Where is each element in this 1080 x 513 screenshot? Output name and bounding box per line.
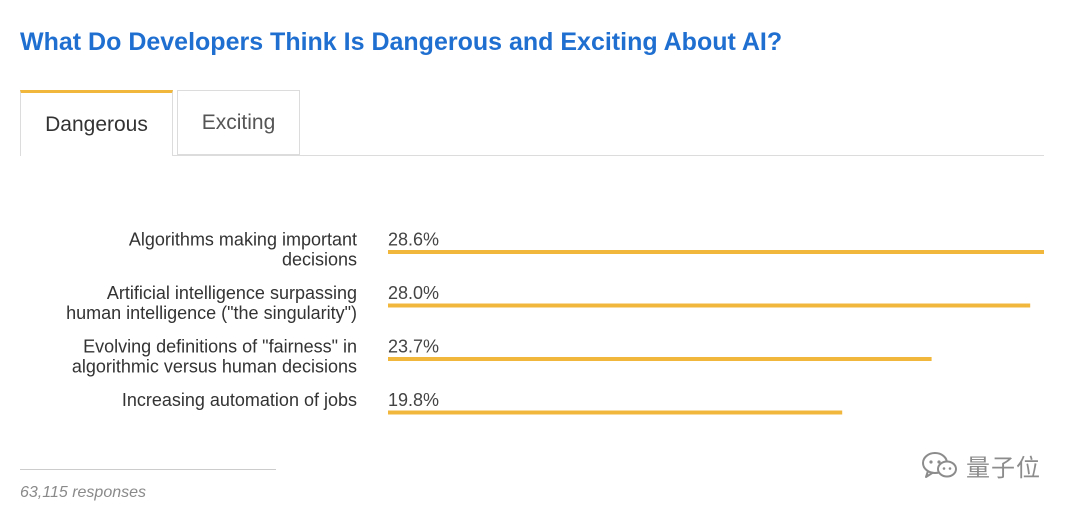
category-label-line: Artificial intelligence surpassing [107,283,357,303]
category-label: Algorithms making important decisions [129,229,357,269]
category-label: Increasing automation of jobs [122,390,357,410]
category-label-line: human intelligence ("the singularity") [66,303,357,323]
bar [388,250,1044,254]
response-count: 63,115 responses [20,484,147,501]
watermark: 量子位 [920,448,1041,483]
category-label-line: algorithmic versus human decisions [72,356,357,376]
bar [388,303,1031,308]
tab-exciting[interactable]: Exciting [177,90,300,155]
category-label-line: Increasing automation of jobs [122,390,357,410]
footer-divider [20,469,276,470]
bar [388,410,843,415]
tab-bar: Dangerous Exciting [20,90,1044,156]
watermark-label: 量子位 [966,454,1041,482]
category-label: Evolving definitions of "fairness" in alg… [72,336,357,376]
wechat-icon [922,451,957,478]
page-title: What Do Developers Think Is Dangerous an… [20,28,783,56]
category-label-line: Evolving definitions of "fairness" in [83,336,357,356]
tab-dangerous[interactable]: Dangerous [20,90,173,156]
category-label-line: decisions [282,249,357,269]
bar [388,357,932,361]
value-label: 19.8% [388,390,439,410]
category-label-line: Algorithms making important [129,229,357,249]
value-label: 28.0% [388,283,439,303]
category-label: Artificial intelligence surpassing human … [66,283,357,323]
tab-bar-baseline [20,155,1044,156]
value-label: 23.7% [388,336,439,356]
value-label: 28.6% [388,229,439,249]
